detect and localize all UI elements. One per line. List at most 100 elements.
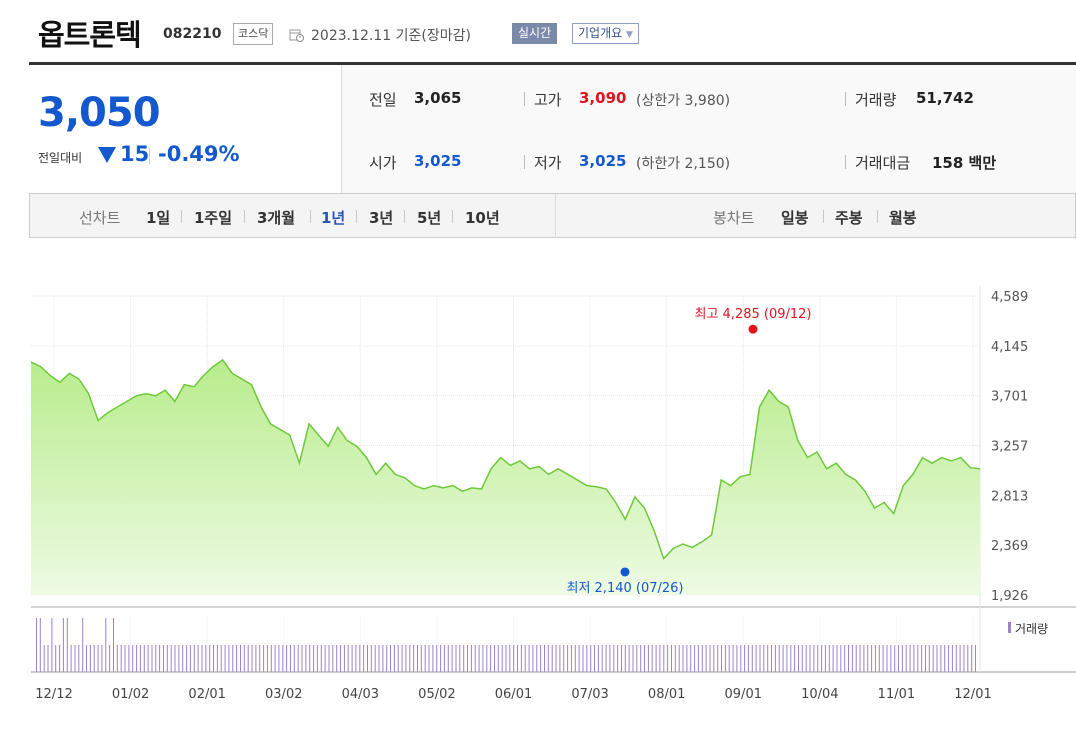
line-chart-label: 선차트 (79, 209, 121, 227)
divider (845, 155, 846, 169)
volume-bar (278, 645, 280, 672)
current-price: 3,050 (38, 90, 161, 136)
volume-bar (809, 645, 811, 672)
volume-bar (778, 645, 780, 672)
volume-bar (490, 645, 492, 672)
y-tick-label: 4,589 (991, 290, 1028, 305)
divider (341, 65, 342, 194)
volume-bar (370, 645, 372, 672)
x-tick-label: 08/01 (648, 687, 685, 702)
volume-bar (486, 645, 488, 672)
volume-bar (417, 645, 418, 672)
volume-bar (478, 645, 480, 672)
period-1d[interactable]: 1일 (146, 209, 171, 227)
stock-code: 082210 (163, 26, 222, 42)
volume-bar (624, 645, 626, 672)
volume-bar (520, 645, 522, 672)
high-label: 최고 4,285 (09/12) (694, 307, 811, 322)
price-box (29, 62, 1076, 197)
volume-bar (151, 645, 153, 672)
volume-bar (913, 645, 915, 672)
volume-bar (290, 645, 291, 672)
y-tick-label: 2,369 (991, 539, 1028, 554)
volume-bar (205, 645, 207, 672)
divider (823, 210, 824, 223)
volume-bar (243, 645, 245, 672)
volume-bar (948, 645, 950, 672)
volume-bar (189, 645, 191, 672)
volume-bar (921, 645, 923, 672)
volume-bar (109, 645, 111, 672)
volume-bar (86, 645, 87, 672)
volume-bar (636, 645, 638, 672)
y-tick-label: 4,145 (991, 340, 1028, 355)
volume-bar (363, 645, 365, 672)
volume-bar (228, 645, 230, 672)
period-5y[interactable]: 5년 (417, 209, 442, 227)
volume-bar (89, 645, 91, 672)
volume-bar (805, 645, 807, 672)
volume-bar (324, 645, 326, 672)
volume-bar (351, 645, 353, 672)
period-3m[interactable]: 3개월 (257, 209, 296, 227)
volume-bar (544, 645, 545, 672)
open-value: 3,025 (414, 152, 462, 170)
price-box-right (342, 65, 1076, 194)
candle-monthly[interactable]: 월봉 (889, 209, 917, 227)
volume-bar (882, 645, 884, 672)
volume-bar (721, 645, 722, 672)
volume-bar (609, 645, 611, 672)
volume-bar (528, 645, 530, 672)
candle-weekly[interactable]: 주봉 (835, 209, 863, 227)
volume-bar (932, 645, 934, 672)
volume-bar (309, 645, 311, 672)
volume-bar (282, 645, 284, 672)
volume-bar (955, 645, 957, 672)
y-tick-label: 3,701 (991, 390, 1028, 405)
realtime-button[interactable]: 실시간 (512, 23, 558, 44)
volume-bar (667, 645, 669, 672)
volume-bar (301, 645, 303, 672)
volume-bar (186, 645, 188, 672)
volume-bar (93, 645, 95, 672)
volume-bar (628, 645, 630, 672)
volume-bar (240, 645, 241, 672)
low-label: 최저 2,140 (07/26) (566, 581, 683, 596)
period-1w[interactable]: 1주일 (194, 209, 233, 227)
volume-bar (570, 645, 572, 672)
period-1y[interactable]: 1년 (321, 209, 346, 227)
volume-bar (801, 645, 803, 672)
volume-bar (747, 645, 749, 672)
volume-bar (821, 645, 823, 672)
change-value: 15 (120, 142, 150, 166)
low-value: 3,025 (579, 152, 627, 170)
volume-bar (736, 645, 738, 672)
volume-bar (66, 618, 68, 672)
candle-daily[interactable]: 일봉 (781, 209, 809, 227)
x-tick-label: 06/01 (495, 687, 532, 702)
volume-bar (136, 645, 138, 672)
volume-bar (551, 645, 553, 672)
volume-bar (728, 645, 730, 672)
volume-bar (247, 645, 249, 672)
volume-bar (359, 645, 361, 672)
volume-bar (174, 645, 176, 672)
volume-bar (455, 645, 457, 672)
volume-bar (863, 645, 865, 672)
company-overview-button[interactable]: 기업개요 ▼ (572, 23, 639, 44)
volume-bar (116, 645, 118, 672)
x-tick-label: 04/03 (342, 687, 379, 702)
volume-bar (701, 645, 703, 672)
volume-bar (686, 645, 688, 672)
volume-bar (813, 645, 815, 672)
volume-bar (644, 645, 645, 672)
period-10y[interactable]: 10년 (465, 209, 500, 227)
volume-bar (201, 645, 203, 672)
period-3y[interactable]: 3년 (369, 209, 394, 227)
volume-bar (867, 645, 869, 672)
open-label: 시가 (369, 154, 397, 172)
volume-bar (559, 645, 561, 672)
volume-bar (270, 645, 272, 672)
volume-bar (386, 645, 388, 672)
volume-bar (874, 645, 876, 672)
